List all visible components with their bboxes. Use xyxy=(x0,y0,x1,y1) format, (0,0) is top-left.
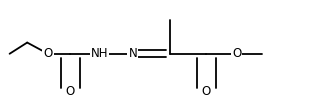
Text: NH: NH xyxy=(91,47,108,60)
Text: O: O xyxy=(66,85,75,98)
Text: O: O xyxy=(232,47,241,60)
Text: O: O xyxy=(44,47,52,60)
Text: O: O xyxy=(202,85,211,98)
Text: N: N xyxy=(128,47,137,60)
